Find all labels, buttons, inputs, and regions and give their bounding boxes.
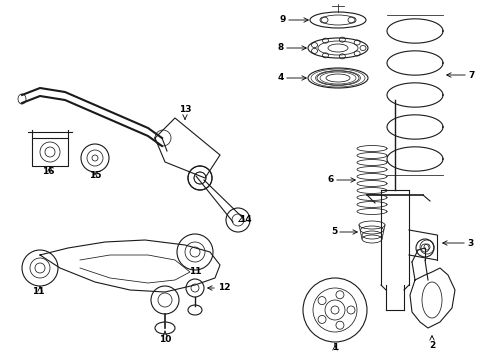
Text: 1: 1 bbox=[332, 343, 338, 352]
Text: 6: 6 bbox=[328, 175, 334, 184]
Text: 14: 14 bbox=[239, 216, 251, 225]
Text: 3: 3 bbox=[467, 238, 473, 248]
Text: 13: 13 bbox=[179, 105, 191, 114]
Text: 4: 4 bbox=[278, 73, 284, 82]
Text: 8: 8 bbox=[278, 44, 284, 53]
Text: 5: 5 bbox=[331, 228, 337, 237]
Text: 9: 9 bbox=[280, 15, 286, 24]
Text: 7: 7 bbox=[468, 71, 474, 80]
Text: 15: 15 bbox=[89, 171, 101, 180]
Text: 10: 10 bbox=[159, 336, 171, 345]
Text: 12: 12 bbox=[218, 284, 230, 292]
Text: 11: 11 bbox=[189, 267, 201, 276]
Text: 2: 2 bbox=[429, 341, 435, 350]
Text: 11: 11 bbox=[32, 288, 44, 297]
Text: 16: 16 bbox=[42, 167, 54, 176]
